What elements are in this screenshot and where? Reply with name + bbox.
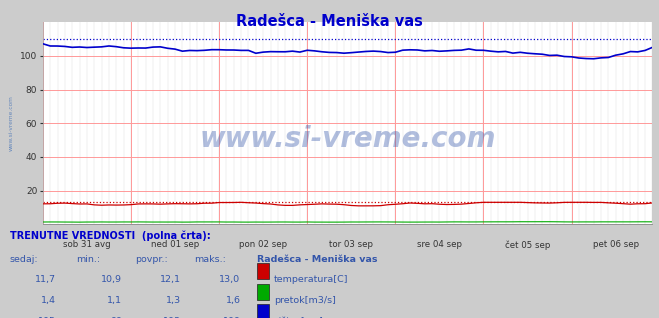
Text: 105: 105 bbox=[38, 317, 56, 318]
Text: 109: 109 bbox=[223, 317, 241, 318]
Text: pretok[m3/s]: pretok[m3/s] bbox=[274, 296, 336, 305]
Text: ned 01 sep: ned 01 sep bbox=[151, 240, 199, 249]
Text: Radešca - Meniška vas: Radešca - Meniška vas bbox=[257, 254, 378, 264]
Text: 1,1: 1,1 bbox=[107, 296, 122, 305]
Text: sedaj:: sedaj: bbox=[10, 254, 38, 264]
Text: www.si-vreme.com: www.si-vreme.com bbox=[200, 125, 496, 153]
Text: 99: 99 bbox=[110, 317, 122, 318]
Text: Radešca - Meniška vas: Radešca - Meniška vas bbox=[236, 14, 423, 29]
Text: www.si-vreme.com: www.si-vreme.com bbox=[9, 95, 14, 151]
Text: 1,6: 1,6 bbox=[225, 296, 241, 305]
Text: TRENUTNE VREDNOSTI  (polna črta):: TRENUTNE VREDNOSTI (polna črta): bbox=[10, 231, 211, 241]
Bar bbox=[257, 284, 269, 300]
Text: 11,7: 11,7 bbox=[35, 275, 56, 284]
Bar bbox=[257, 263, 269, 279]
Text: 1,3: 1,3 bbox=[166, 296, 181, 305]
Text: povpr.:: povpr.: bbox=[135, 254, 168, 264]
Text: sob 31 avg: sob 31 avg bbox=[63, 240, 111, 249]
Text: čet 05 sep: čet 05 sep bbox=[505, 240, 550, 250]
Text: min.:: min.: bbox=[76, 254, 100, 264]
Text: pon 02 sep: pon 02 sep bbox=[239, 240, 287, 249]
Text: 13,0: 13,0 bbox=[219, 275, 241, 284]
Text: temperatura[C]: temperatura[C] bbox=[274, 275, 349, 284]
Bar bbox=[257, 304, 269, 318]
Text: 1,4: 1,4 bbox=[41, 296, 56, 305]
Text: višina[cm]: višina[cm] bbox=[274, 317, 324, 318]
Text: 12,1: 12,1 bbox=[160, 275, 181, 284]
Text: tor 03 sep: tor 03 sep bbox=[330, 240, 373, 249]
Text: maks.:: maks.: bbox=[194, 254, 226, 264]
Text: 10,9: 10,9 bbox=[101, 275, 122, 284]
Text: 103: 103 bbox=[163, 317, 181, 318]
Text: pet 06 sep: pet 06 sep bbox=[592, 240, 639, 249]
Text: sre 04 sep: sre 04 sep bbox=[417, 240, 462, 249]
